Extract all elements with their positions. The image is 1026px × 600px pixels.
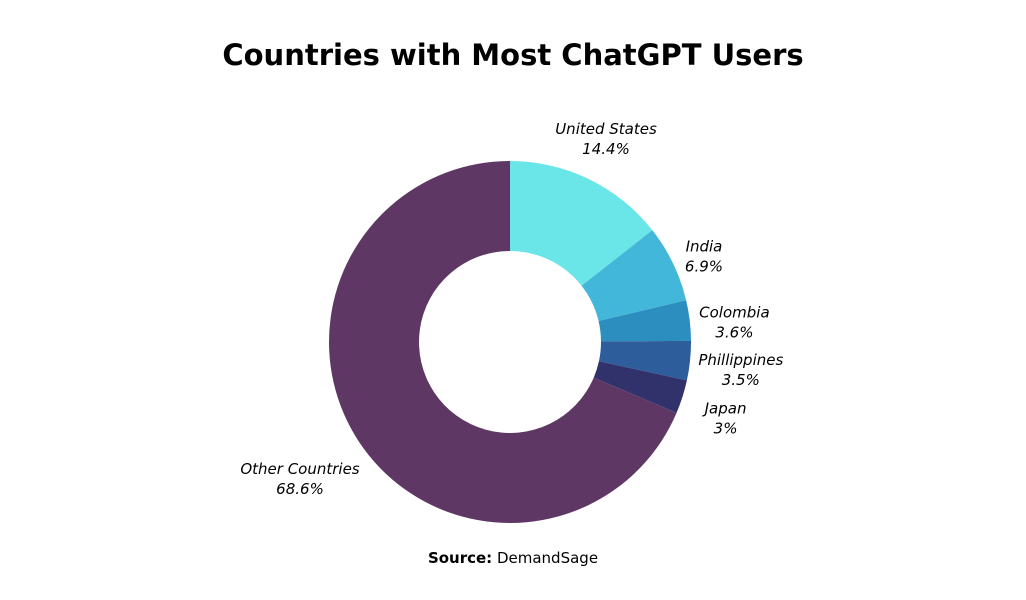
slice-japan <box>593 361 687 413</box>
chart-title: Countries with Most ChatGPT Users <box>222 38 804 72</box>
source-text: DemandSage <box>496 549 599 567</box>
slice-label-name: Other Countries <box>240 460 359 478</box>
slice-label-name: Colombia <box>699 304 770 322</box>
slice-phillippines <box>598 340 691 381</box>
slice-labels: United States 14.4% India 6.9% Colombia 3.6% P… <box>240 120 783 498</box>
slice-united-states <box>510 161 653 286</box>
slice-label-name: India <box>686 238 723 256</box>
slice-label-value: 68.6% <box>276 480 324 498</box>
slice-label-value: 3% <box>714 419 738 437</box>
donut-slices <box>328 161 691 523</box>
source-note: Source: DemandSage <box>0 549 1026 567</box>
slice-label-value: 3.6% <box>715 324 753 342</box>
slice-other-countries <box>328 161 677 523</box>
slice-label-name: Japan <box>702 399 747 417</box>
slice-label-name: United States <box>555 120 657 138</box>
slice-label-value: 3.5% <box>722 371 760 389</box>
slice-label-value: 6.9% <box>685 258 723 276</box>
source-label: Source: <box>427 549 493 567</box>
slice-label-name: Phillippines <box>698 351 783 369</box>
slice-colombia <box>598 300 691 342</box>
slice-india <box>581 230 687 322</box>
slice-label-value: 14.4% <box>582 140 630 158</box>
